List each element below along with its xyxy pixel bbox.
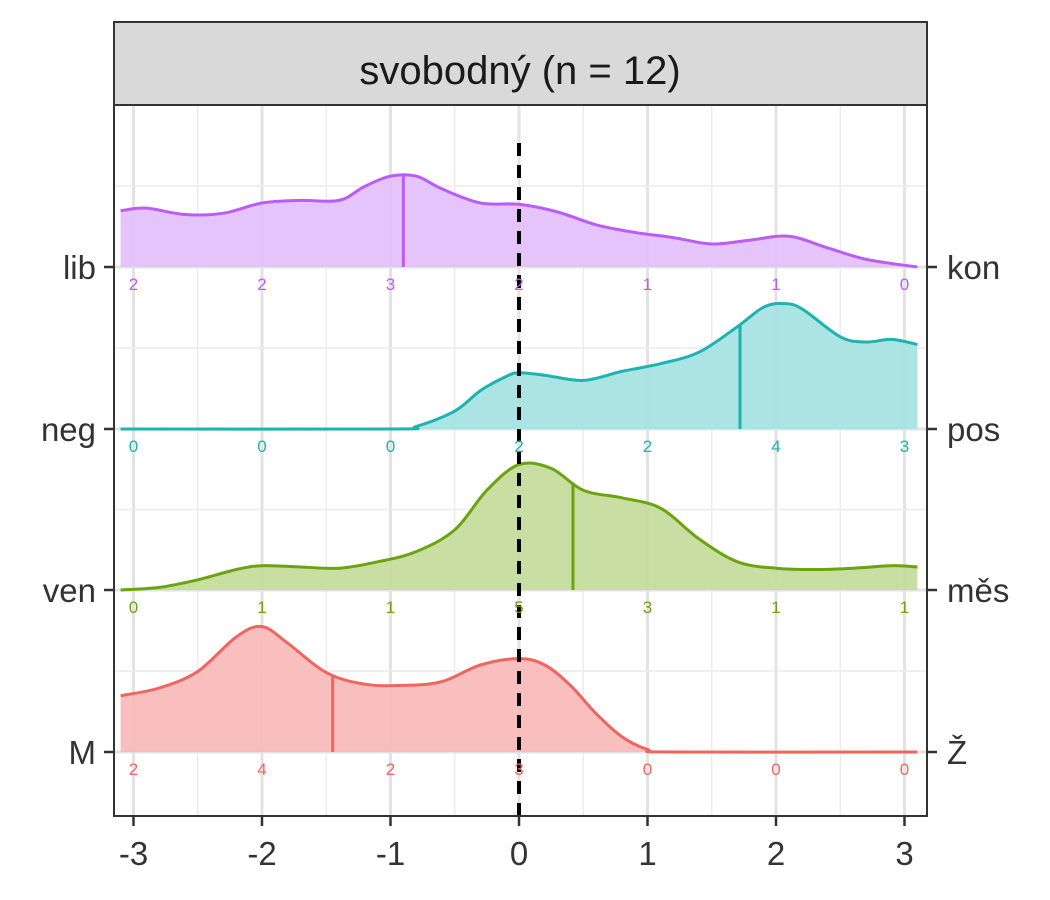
x-tick-label: -1: [376, 835, 405, 872]
left-label-lib: lib: [63, 249, 96, 286]
ridge-neg-pos: [120, 302, 918, 431]
facet-strip: [113, 21, 928, 106]
count-label: 4: [771, 437, 780, 456]
right-label-měs: měs: [947, 572, 1009, 609]
right-label-pos: pos: [947, 411, 1000, 448]
x-tick-label: 2: [767, 835, 785, 872]
count-label: 2: [129, 760, 138, 779]
x-tick-label: -2: [247, 835, 276, 872]
count-label: 1: [257, 598, 266, 617]
count-label: 2: [514, 275, 523, 294]
count-label: 2: [514, 437, 523, 456]
count-label: 5: [514, 598, 523, 617]
count-label: 3: [643, 598, 652, 617]
count-label: 2: [257, 275, 266, 294]
axes: lib kon neg pos ven měs M Ž -3 -2 -1 0 1 2 3: [41, 249, 1009, 872]
ridge-area: [120, 626, 918, 753]
ridge-M-Ž: [120, 624, 918, 754]
count-label: 0: [257, 437, 266, 456]
left-label-neg: neg: [41, 411, 96, 448]
count-label: 0: [900, 760, 909, 779]
count-label: 3: [514, 760, 523, 779]
count-label: 1: [643, 275, 652, 294]
x-tick-label: -3: [119, 835, 148, 872]
count-label: 2: [129, 275, 138, 294]
count-label: 0: [771, 760, 780, 779]
ridge-line: [120, 302, 918, 431]
ridge-area: [120, 303, 918, 430]
ridge-line: [120, 624, 918, 754]
panel-border: [113, 104, 928, 817]
count-label: 0: [386, 437, 395, 456]
count-label: 1: [386, 598, 395, 617]
x-tick-label: 3: [895, 835, 913, 872]
count-label: 0: [643, 760, 652, 779]
count-label: 1: [771, 598, 780, 617]
count-label: 2: [643, 437, 652, 456]
count-label: 0: [900, 275, 909, 294]
right-label-kon: kon: [947, 249, 1000, 286]
count-labels: 2 2 3 2 1 1 0 0 0 0 2 2 4 3 0 1 1 5 3 1 1 2 4 2 3 0 0 0: [129, 275, 909, 779]
count-label: 0: [129, 437, 138, 456]
count-label: 3: [900, 437, 909, 456]
x-tick-label: 0: [510, 835, 528, 872]
count-label: 0: [129, 598, 138, 617]
x-tick-label: 1: [638, 835, 656, 872]
count-label: 3: [386, 275, 395, 294]
ridge-line: [120, 461, 918, 592]
left-label-M: M: [69, 734, 97, 771]
left-label-ven: ven: [43, 572, 96, 609]
count-label: 1: [771, 275, 780, 294]
count-label: 2: [386, 760, 395, 779]
chart-title: svobodný (n = 12): [359, 49, 680, 93]
right-label-Ž: Ž: [947, 734, 967, 771]
count-label: 1: [900, 598, 909, 617]
ridge-line: [120, 173, 918, 269]
count-label: 4: [257, 760, 266, 779]
